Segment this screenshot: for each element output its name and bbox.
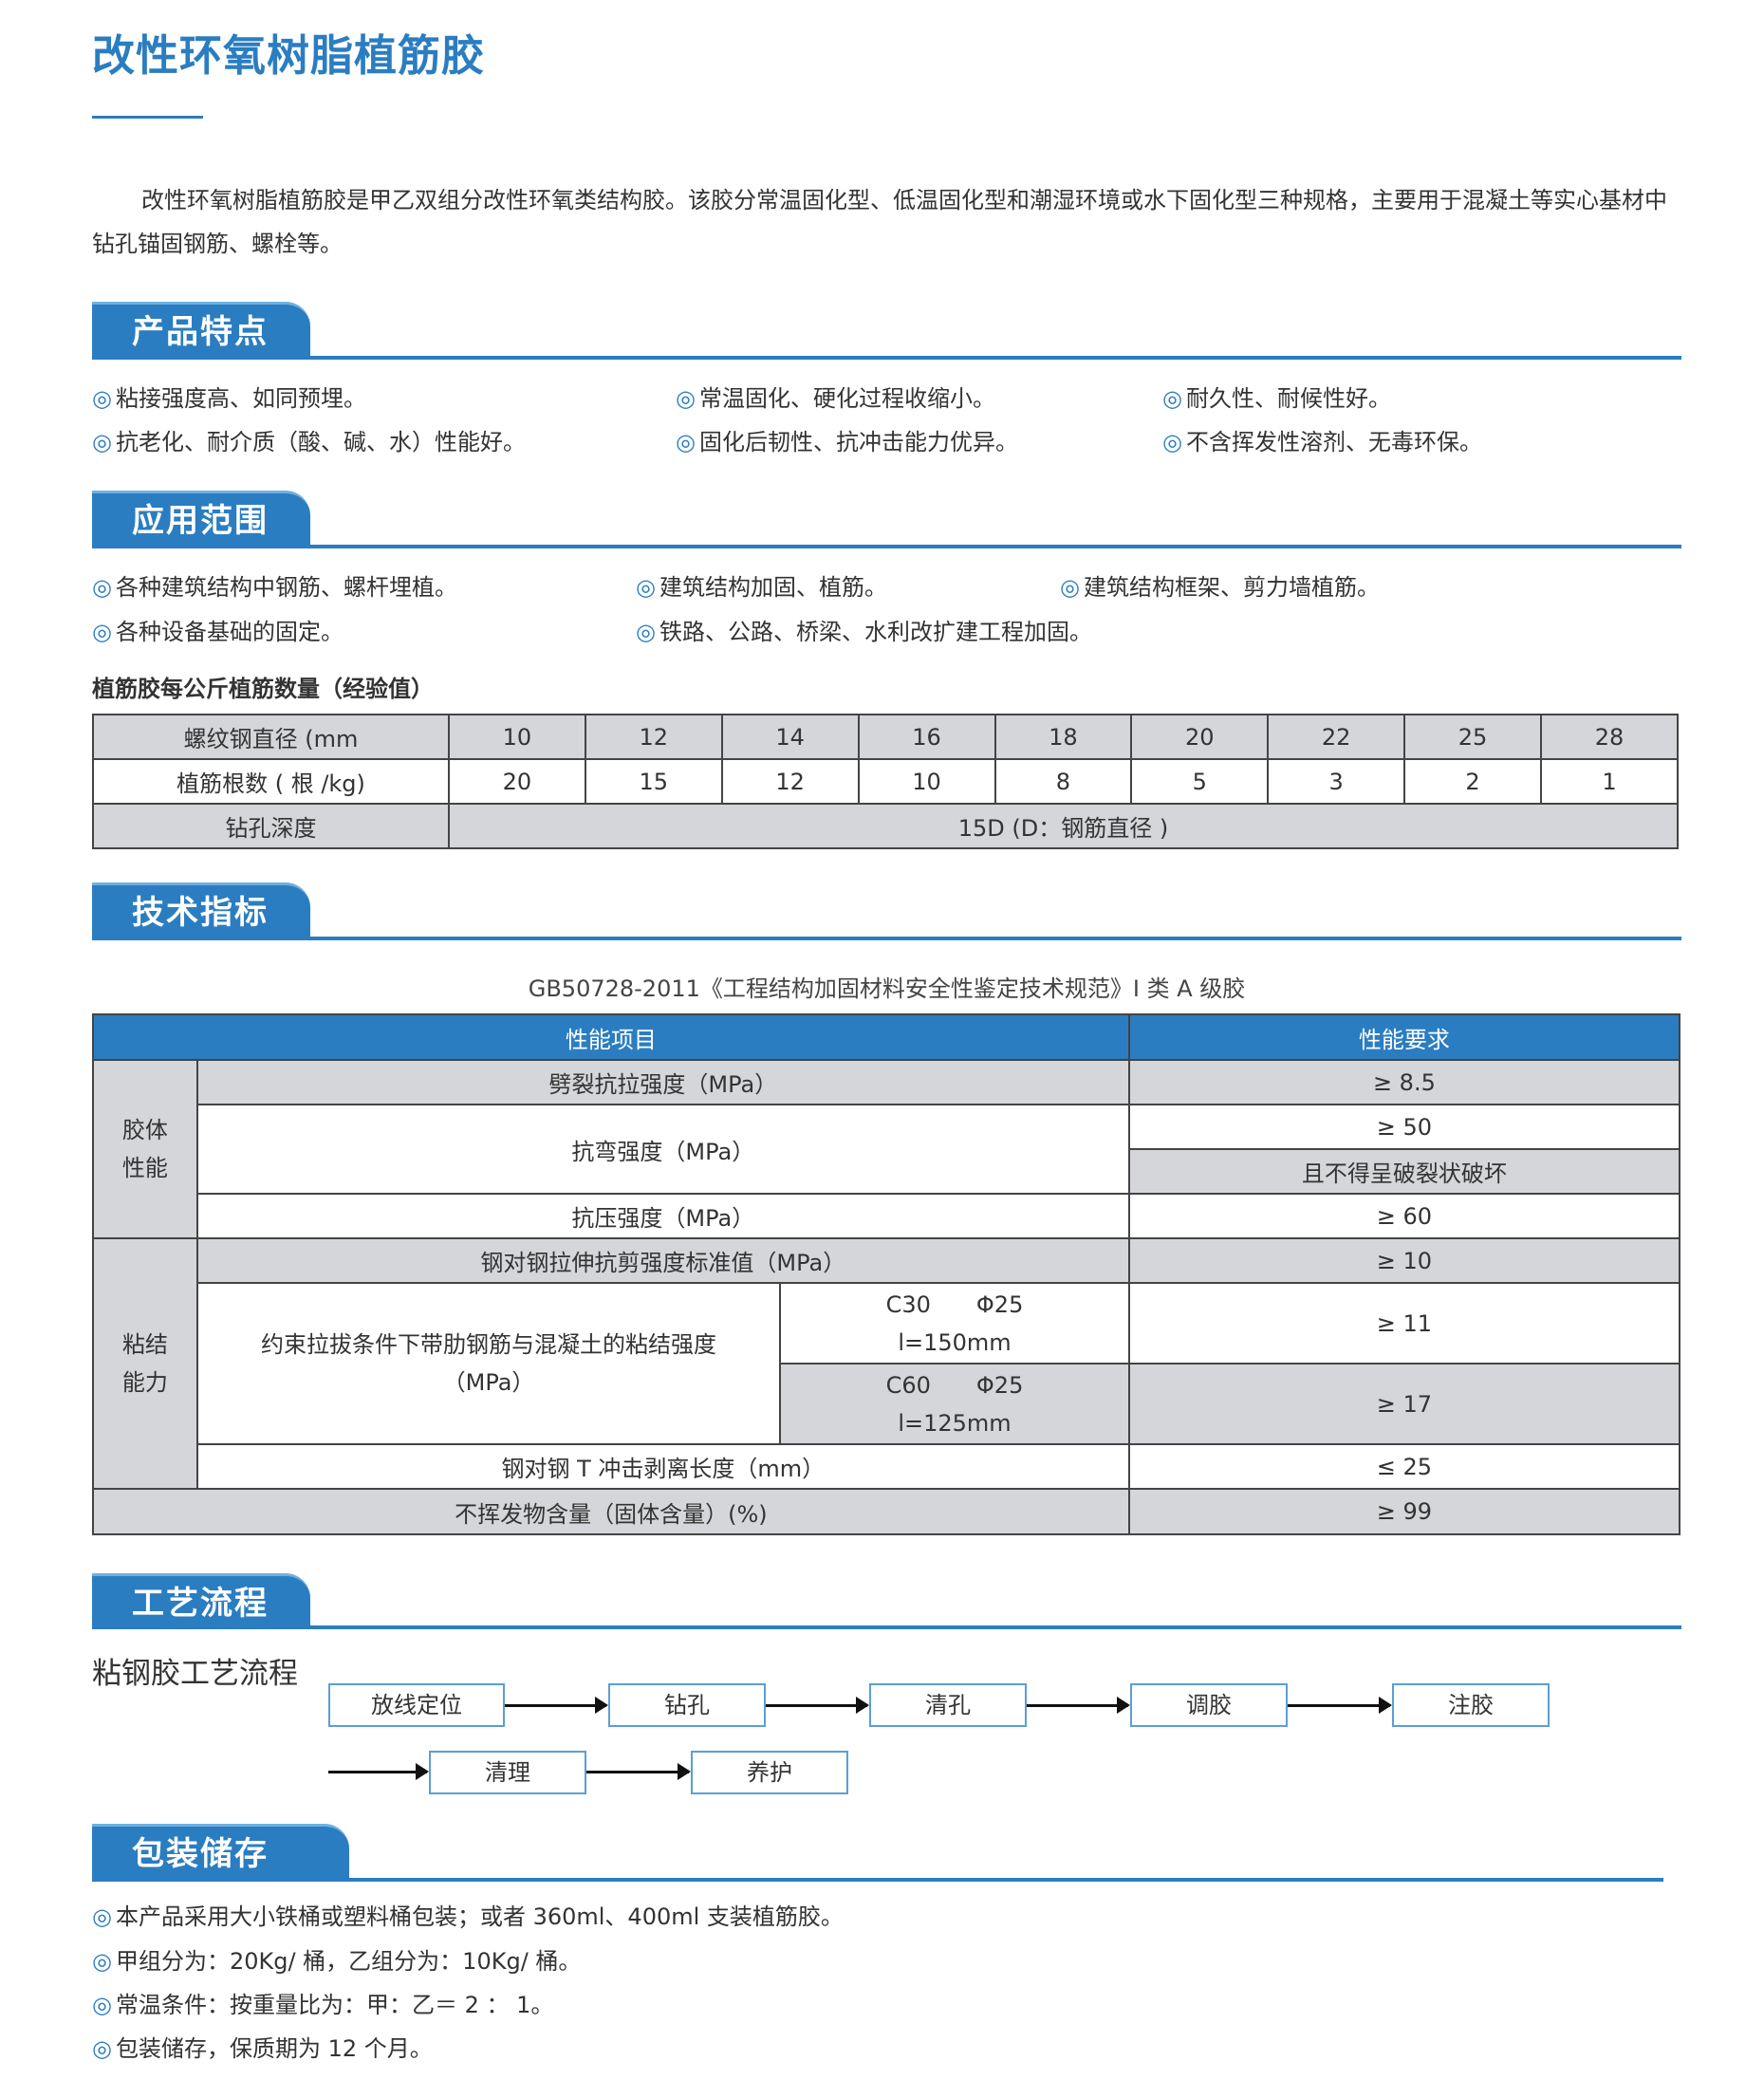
bullet-circle-icon: ◎ <box>1162 429 1182 455</box>
packaging-item: ◎ 包装储存，保质期为 12 个月。 <box>92 2035 433 2062</box>
bullet-circle-icon: ◎ <box>92 1903 112 1930</box>
bullet-circle-icon: ◎ <box>92 1992 112 2018</box>
table-row: 约束拉拔条件下带肋钢筋与混凝土的粘结强度（MPa） C30 Φ25 l=150mm ≥… <box>93 1282 1681 1445</box>
flow-step: 调胶 <box>1130 1683 1288 1727</box>
section-tab-packaging: 包装储存 <box>92 1824 349 1880</box>
packaging-item: ◎ 甲组分为：20Kg/ 桶，乙组分为：10Kg/ 桶。 <box>92 1948 582 1975</box>
bullet-circle-icon: ◎ <box>636 619 656 645</box>
table-row: 螺纹钢直径 (mm 10 12 14 16 18 20 22 25 28 <box>92 714 1679 760</box>
section-tab-applications: 应用范围 <box>92 491 310 547</box>
arrow-right-icon <box>766 1697 869 1714</box>
bullet-circle-icon: ◎ <box>676 385 696 412</box>
feature-item: ◎ 不含挥发性溶剂、无毒环保。 <box>1162 429 1482 455</box>
section-divider <box>92 356 1681 360</box>
table-row: 不挥发物含量（固体含量）(%) ≥ 99 <box>92 1488 1681 1535</box>
section-divider <box>92 545 1681 548</box>
section-divider <box>92 937 1681 940</box>
bullet-circle-icon: ◎ <box>92 385 112 412</box>
intro-paragraph: 改性环氧树脂植筋胶是甲乙双组分改性环氧类结构胶。该胶分常温固化型、低温固化型和潮… <box>92 187 1667 257</box>
table-row: 植筋根数 ( 根 /kg) 20 15 12 10 8 5 3 2 1 <box>92 758 1679 805</box>
section-tab-features: 产品特点 <box>92 302 310 358</box>
rebar-table-caption: 植筋胶每公斤植筋数量（经验值） <box>92 676 434 702</box>
bullet-circle-icon: ◎ <box>92 429 112 455</box>
standard-title: GB50728-2011《工程结构加固材料安全性鉴定技术规范》I 类 A 级胶 <box>528 975 1246 1002</box>
feature-item: ◎ 抗老化、耐介质（酸、碱、水）性能好。 <box>92 429 526 455</box>
flow-step: 养护 <box>691 1751 848 1794</box>
process-subtitle: 粘钢胶工艺流程 <box>92 1657 298 1691</box>
application-item: ◎ 各种设备基础的固定。 <box>92 619 344 645</box>
page-title: 改性环氧树脂植筋胶 <box>92 30 486 81</box>
bullet-circle-icon: ◎ <box>636 574 656 601</box>
table-row: 钻孔深度 15D (D：钢筋直径 ) <box>92 803 1679 849</box>
table-row: C60 Φ25 l=125mm ≥ 17 <box>93 1363 1681 1445</box>
packaging-item: ◎ 本产品采用大小铁桶或塑料桶包装；或者 360ml、400ml 支装植筋胶。 <box>92 1903 844 1930</box>
table-row: 抗压强度（MPa） ≥ 60 <box>93 1193 1681 1239</box>
bullet-circle-icon: ◎ <box>92 619 112 645</box>
section-tab-tech: 技术指标 <box>92 882 310 938</box>
feature-item: ◎ 耐久性、耐候性好。 <box>1162 385 1391 412</box>
section-divider <box>92 1878 1663 1882</box>
section-divider <box>92 1625 1681 1629</box>
title-underline <box>92 116 203 119</box>
table-row: 粘结 能力 钢对钢拉伸抗剪强度标准值（MPa） ≥ 10 <box>92 1237 1681 1490</box>
arrow-right-icon <box>586 1763 691 1780</box>
application-item: ◎ 建筑结构框架、剪力墙植筋。 <box>1060 574 1380 601</box>
table-row: 钢对钢 T 冲击剥离长度（mm） ≤ 25 <box>93 1443 1681 1490</box>
application-item: ◎ 各种建筑结构中钢筋、螺杆埋植。 <box>92 574 457 601</box>
flow-step: 注胶 <box>1392 1683 1550 1727</box>
bullet-circle-icon: ◎ <box>92 2035 112 2062</box>
bullet-circle-icon: ◎ <box>92 1948 112 1975</box>
bullet-circle-icon: ◎ <box>676 429 696 455</box>
application-item: ◎ 铁路、公路、桥梁、水利改扩建工程加固。 <box>636 619 1092 645</box>
table-row: 抗弯强度（MPa） ≥ 50 <box>93 1104 1681 1195</box>
tech-spec-table: 性能项目 性能要求 胶体 性能 劈裂抗拉强度（MPa） ≥ 8.5 抗弯强度（MPa）… <box>92 1013 1681 1535</box>
feature-item: ◎ 粘接强度高、如同预埋。 <box>92 385 366 412</box>
flow-step: 钻孔 <box>608 1683 766 1727</box>
bullet-circle-icon: ◎ <box>92 574 112 601</box>
arrow-right-icon <box>1288 1697 1392 1714</box>
rebar-table: 螺纹钢直径 (mm 10 12 14 16 18 20 22 25 28 植筋根数 ( 根 /kg… <box>92 714 1679 849</box>
arrow-right-icon <box>1027 1697 1130 1714</box>
feature-item: ◎ 固化后韧性、抗冲击能力优异。 <box>676 429 1018 455</box>
feature-item: ◎ 常温固化、硬化过程收缩小。 <box>676 385 995 412</box>
table-row: 且不得呈破裂状破坏 <box>93 1148 1681 1195</box>
table-header-row: 性能项目 性能要求 <box>92 1013 1681 1061</box>
bullet-circle-icon: ◎ <box>1060 574 1080 601</box>
table-row: 胶体 性能 劈裂抗拉强度（MPa） ≥ 8.5 <box>92 1059 1681 1239</box>
flow-step: 放线定位 <box>328 1683 505 1727</box>
arrow-right-icon <box>328 1763 429 1780</box>
flow-step: 清理 <box>429 1751 586 1794</box>
arrow-right-icon <box>505 1697 608 1714</box>
section-tab-process: 工艺流程 <box>92 1573 310 1629</box>
packaging-item: ◎ 常温条件：按重量比为：甲：乙＝ 2 ： 1。 <box>92 1992 554 2018</box>
application-item: ◎ 建筑结构加固、植筋。 <box>636 574 887 601</box>
flow-step: 清孔 <box>869 1683 1027 1727</box>
bullet-circle-icon: ◎ <box>1162 385 1182 412</box>
